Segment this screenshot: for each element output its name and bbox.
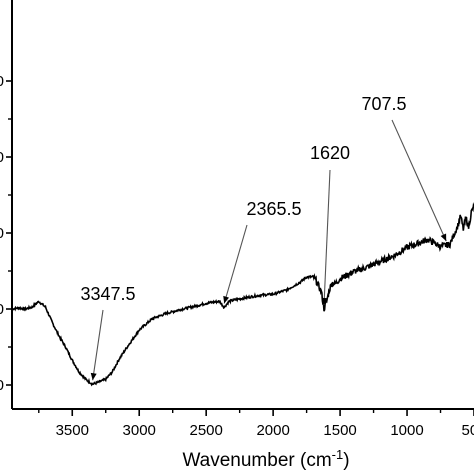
plot-area	[11, 202, 474, 387]
y-tick-label: 0	[0, 301, 4, 318]
axes: 3500 3000 2500 2000 1500 1000 500 0 0 0 0 0	[0, 0, 474, 439]
peak-annotations: 3347.5 2365.5 1620 707.5	[80, 94, 447, 381]
y-tick-label: 0	[0, 225, 4, 242]
annotation-arrowhead-1	[223, 295, 230, 304]
annotation-arrowhead-0	[90, 372, 97, 381]
y-tick-label: 0	[0, 149, 4, 166]
x-tick-label: 500	[461, 422, 474, 439]
annotation-leader-1	[223, 224, 248, 304]
x-tick-label: 3500	[56, 422, 89, 439]
x-tick-label: 3000	[123, 422, 156, 439]
y-tick-label: 0	[0, 377, 4, 394]
x-tick-label: 2500	[189, 422, 222, 439]
annotation-leader-2	[323, 169, 331, 306]
x-axis-title-superscript: -1	[332, 447, 344, 462]
peak-label: 2365.5	[246, 199, 301, 219]
peak-label: 1620	[310, 143, 350, 163]
spectrum-line-0	[11, 202, 474, 387]
annotation-arrowhead-2	[321, 297, 328, 305]
x-tick-label: 1500	[323, 422, 356, 439]
x-tick-label: 1000	[390, 422, 423, 439]
x-axis-title-text: Wavenumber (cm	[182, 450, 331, 471]
y-tick-label: 0	[0, 73, 4, 90]
peak-label: 3347.5	[80, 284, 135, 304]
annotation-arrowhead-3	[440, 233, 447, 242]
annotation-leader-3	[391, 119, 447, 242]
x-axis-title: Wavenumber (cm-1)	[182, 447, 349, 471]
annotation-leader-0	[92, 309, 104, 381]
x-axis-title-close: )	[343, 450, 349, 471]
x-tick-label: 2000	[256, 422, 289, 439]
peak-label: 707.5	[361, 94, 406, 114]
